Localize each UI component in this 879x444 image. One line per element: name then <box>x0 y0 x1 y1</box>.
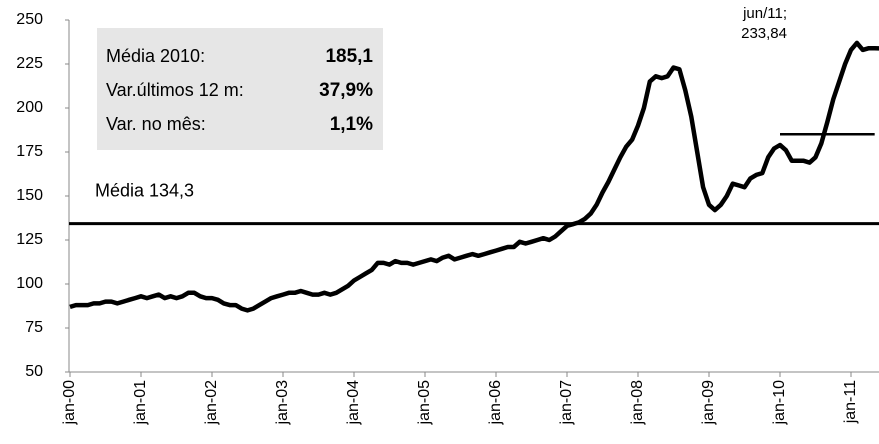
x-tick-label: jan-07 <box>558 380 575 426</box>
x-tick-label: jan-10 <box>771 380 788 426</box>
annotation: 233,84 <box>741 25 787 42</box>
annotation: jun/11; <box>742 5 787 22</box>
x-tick-label: jan-06 <box>487 380 504 426</box>
y-tick-label: 50 <box>25 363 43 380</box>
series-line <box>69 40 879 313</box>
stat-value: 185,1 <box>325 46 373 67</box>
x-tick-label: jan-11 <box>842 380 859 424</box>
y-tick-label: 225 <box>16 55 43 72</box>
x-tick-label: jan-05 <box>416 380 433 426</box>
stat-value: 37,9% <box>319 80 373 101</box>
stat-label: Média 2010: <box>106 46 205 66</box>
x-tick-label: jan-03 <box>274 380 291 426</box>
y-tick-label: 200 <box>16 99 43 116</box>
x-tick-label: jan-00 <box>61 380 78 426</box>
y-tick-label: 250 <box>16 11 43 28</box>
stat-label: Var. no mês: <box>106 114 206 134</box>
stat-label: Var.últimos 12 m: <box>106 80 244 100</box>
stat-value: 1,1% <box>330 114 373 135</box>
y-tick-label: 75 <box>25 319 43 336</box>
x-tick-label: jan-09 <box>700 380 717 426</box>
x-tick-label: jan-08 <box>629 380 646 426</box>
mean-label: Média 134,3 <box>95 180 194 200</box>
y-tick-label: 175 <box>16 143 43 160</box>
stats-box <box>97 28 383 150</box>
x-tick-label: jan-01 <box>132 380 149 426</box>
x-tick-label: jan-02 <box>203 380 220 426</box>
y-tick-label: 100 <box>16 275 43 292</box>
x-tick-label: jan-04 <box>345 380 362 426</box>
y-tick-label: 125 <box>16 231 43 248</box>
y-tick-label: 150 <box>16 187 43 204</box>
